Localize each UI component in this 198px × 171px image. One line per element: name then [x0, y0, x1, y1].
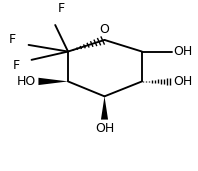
Text: O: O — [100, 23, 109, 36]
Polygon shape — [38, 78, 68, 85]
Text: OH: OH — [95, 122, 114, 135]
Text: OH: OH — [173, 45, 193, 58]
Text: HO: HO — [17, 75, 36, 88]
Polygon shape — [101, 96, 108, 120]
Text: F: F — [9, 34, 16, 47]
Text: F: F — [13, 59, 20, 72]
Text: OH: OH — [173, 75, 193, 88]
Text: F: F — [58, 2, 65, 15]
